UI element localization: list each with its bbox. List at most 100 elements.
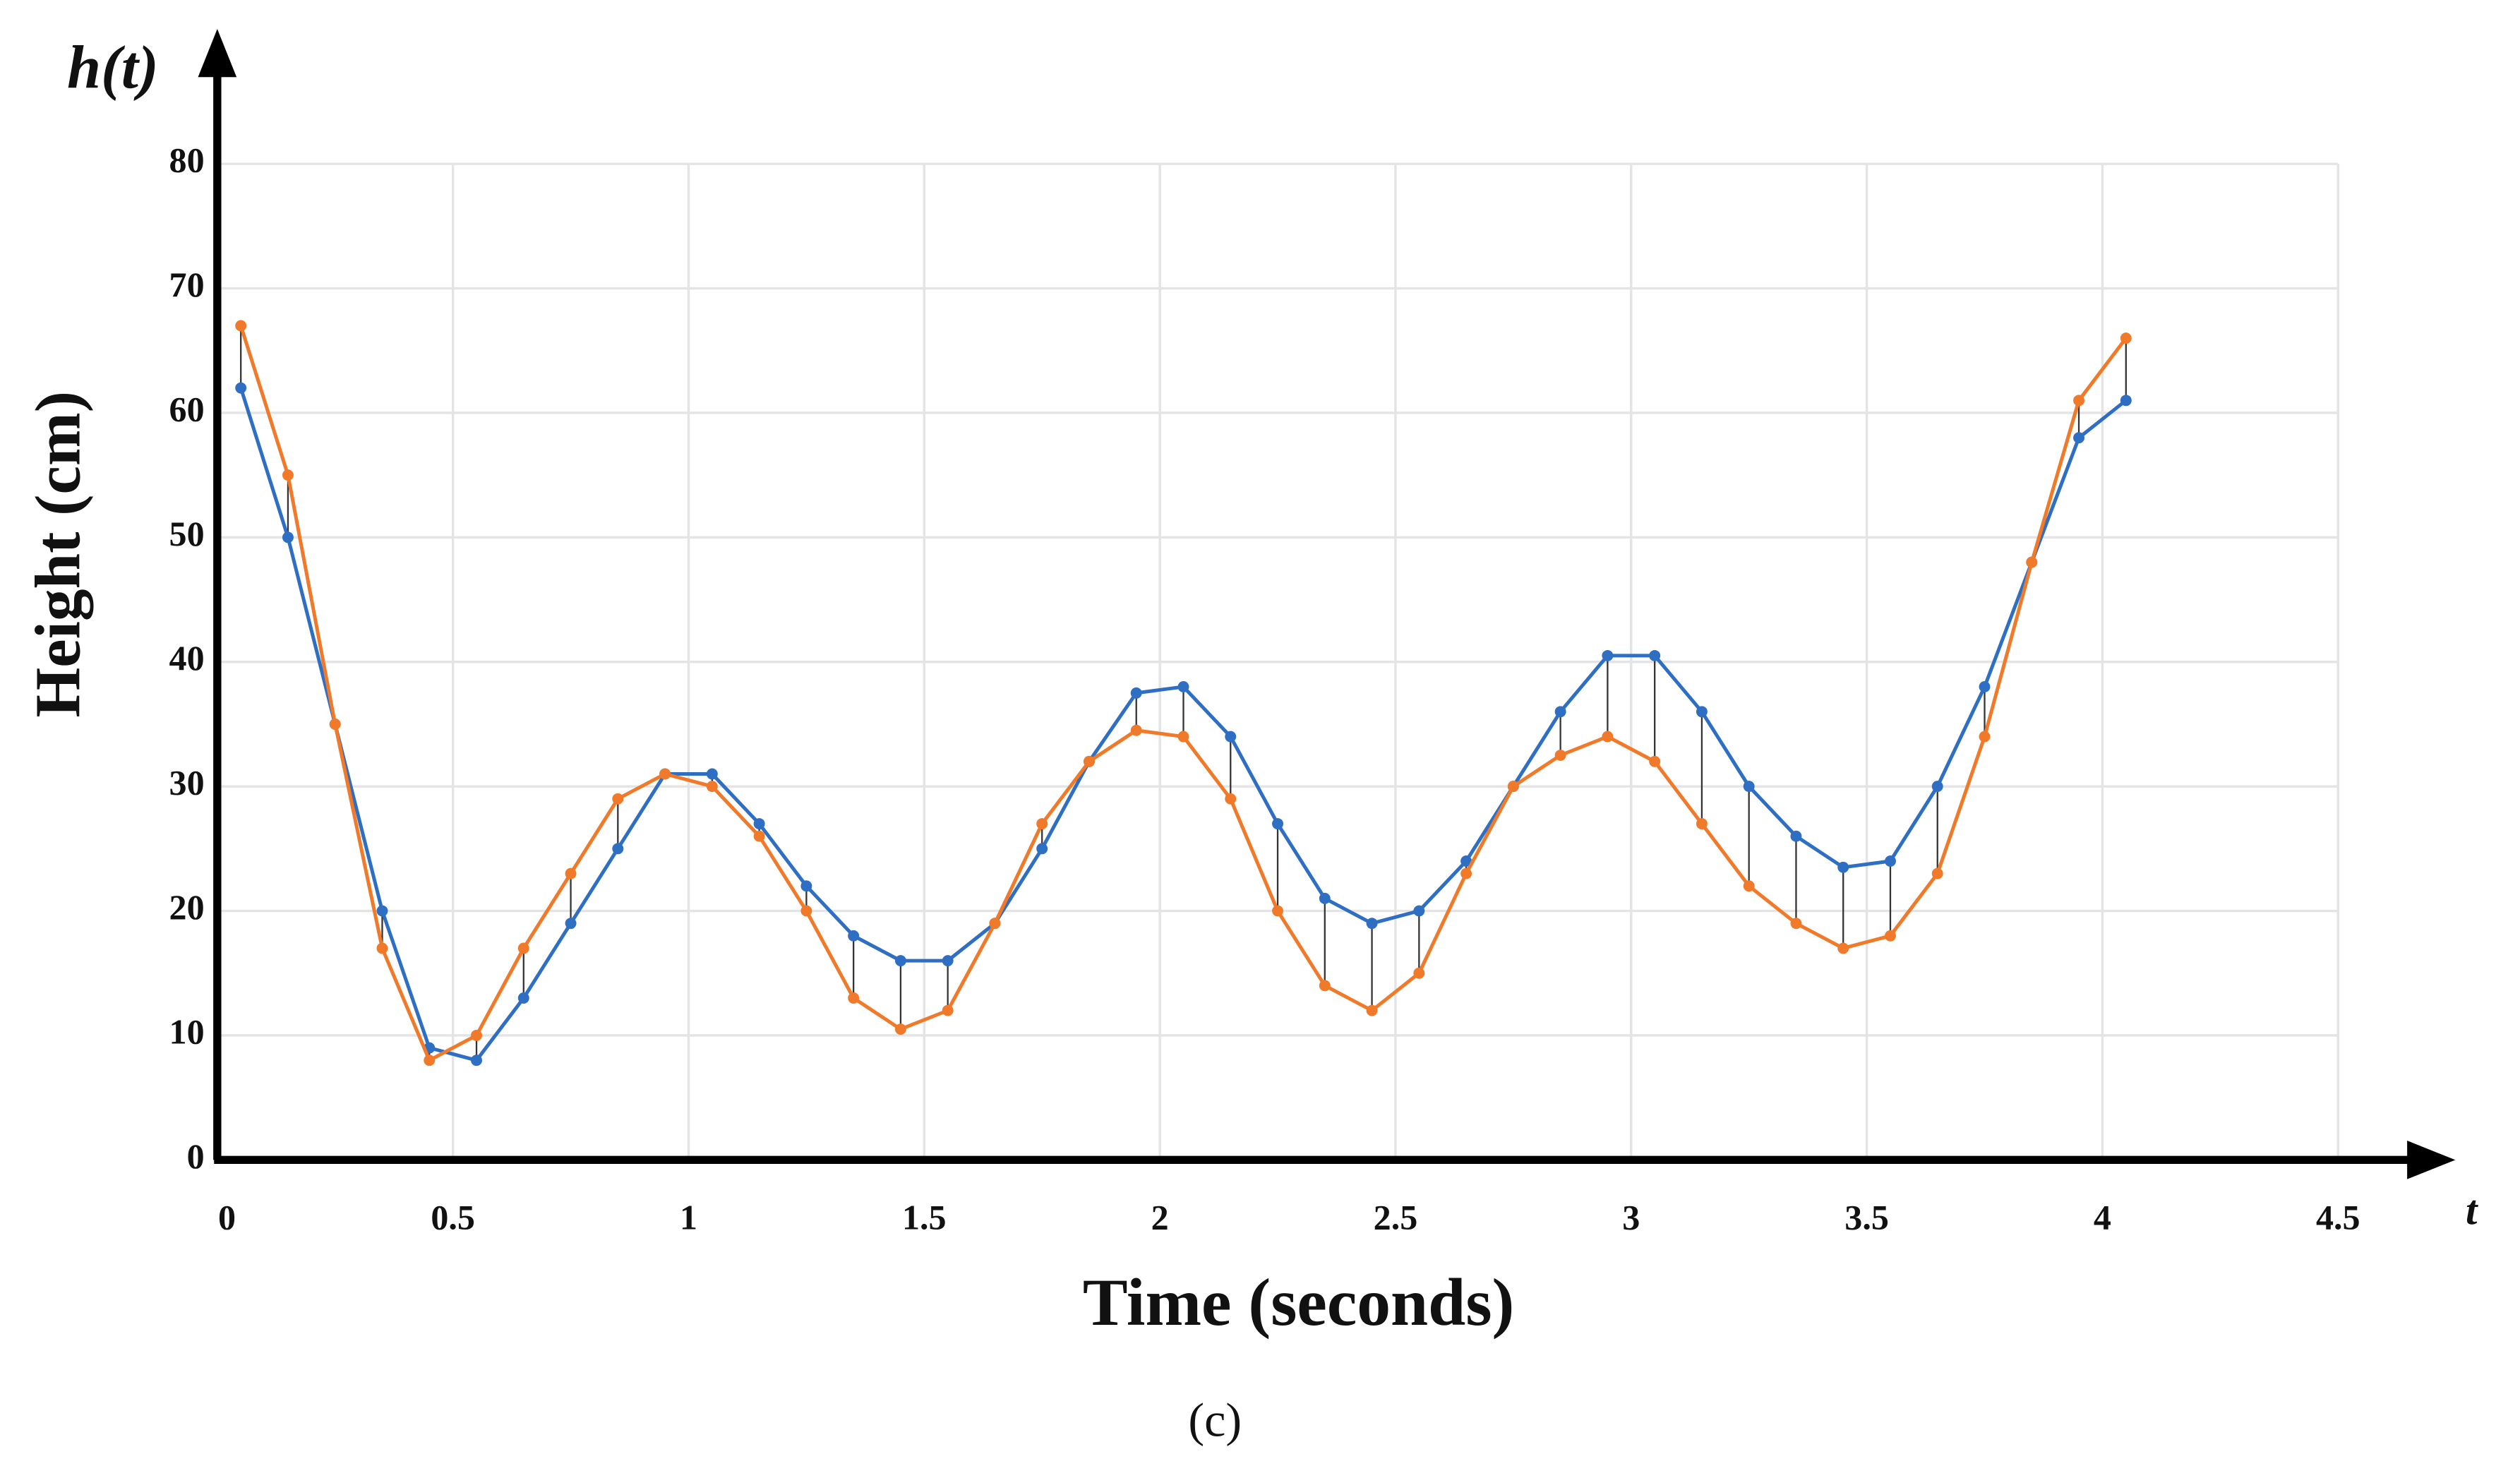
caption: (c) <box>1188 1393 1242 1447</box>
data-point <box>1366 1004 1378 1016</box>
data-point <box>1413 967 1425 979</box>
y-axis-arrow <box>198 28 237 78</box>
data-point <box>848 992 860 1004</box>
data-point <box>1602 731 1614 743</box>
data-point <box>1837 861 1849 873</box>
data-point <box>1272 818 1284 830</box>
data-point <box>1225 731 1237 743</box>
data-point <box>942 955 954 967</box>
data-point <box>800 880 812 892</box>
data-point <box>565 867 577 879</box>
data-point <box>1319 892 1331 904</box>
x-tick-label: 2.5 <box>1374 1197 1418 1237</box>
data-point <box>517 992 529 1004</box>
data-point <box>1979 731 1991 743</box>
data-point <box>1931 867 1943 879</box>
data-point <box>2120 395 2132 407</box>
data-point <box>1130 687 1142 699</box>
y-tick-label: 60 <box>169 389 205 428</box>
y-axis-symbol: h(t) <box>67 34 159 102</box>
data-point <box>1084 755 1095 767</box>
data-point <box>1979 681 1991 692</box>
data-point <box>1177 731 1189 743</box>
data-point <box>612 793 624 805</box>
y-tick-label: 50 <box>169 514 205 553</box>
x-axis-symbol: t <box>2466 1186 2478 1233</box>
data-point <box>1272 905 1284 917</box>
data-point <box>848 930 860 942</box>
data-point <box>1743 781 1755 793</box>
data-point <box>894 1023 906 1035</box>
y-tick-label: 70 <box>169 265 205 304</box>
x-axis-arrow <box>2407 1141 2456 1179</box>
y-tick-label: 40 <box>169 638 205 678</box>
data-point <box>517 942 529 954</box>
data-point <box>1036 843 1048 855</box>
grid <box>216 162 2339 1162</box>
x-tick-label: 2 <box>1151 1197 1169 1237</box>
data-point <box>329 718 341 730</box>
y-tick-label: 0 <box>187 1136 205 1176</box>
data-point <box>1554 706 1566 718</box>
data-point <box>1743 880 1755 892</box>
data-point <box>1554 750 1566 762</box>
data-point <box>894 955 906 967</box>
data-point <box>2073 395 2085 407</box>
data-point <box>282 531 294 543</box>
data-point <box>1790 918 1802 930</box>
data-point <box>800 905 812 917</box>
data-point <box>1696 706 1708 718</box>
data-point <box>659 768 671 780</box>
data-point <box>1460 855 1472 867</box>
data-point <box>2026 556 2038 568</box>
x-tick-label: 4.5 <box>2316 1197 2360 1237</box>
data-point <box>989 918 1001 930</box>
x-tick-label: 3 <box>1622 1197 1640 1237</box>
y-tick-label: 20 <box>169 887 205 927</box>
data-point <box>1366 918 1378 930</box>
data-point <box>1413 905 1425 917</box>
data-point <box>1177 681 1189 692</box>
data-point <box>1319 980 1331 992</box>
data-point <box>1885 930 1896 942</box>
data-point <box>753 830 765 842</box>
data-point <box>1649 649 1661 661</box>
data-point <box>376 942 388 954</box>
y-tick-label: 80 <box>169 140 205 180</box>
y-tick-label: 30 <box>169 763 205 803</box>
y-tick-label: 10 <box>169 1011 205 1051</box>
data-point <box>376 905 388 917</box>
data-point <box>706 768 718 780</box>
data-point <box>282 469 294 481</box>
x-axis-label: Time (seconds) <box>1083 1265 1515 1340</box>
data-point <box>565 918 577 930</box>
data-point <box>942 1004 954 1016</box>
x-tick-label: 1 <box>680 1197 697 1237</box>
data-point <box>612 843 624 855</box>
data-point <box>471 1029 482 1041</box>
data-point <box>1225 793 1237 805</box>
data-point <box>1602 649 1614 661</box>
data-point <box>2073 432 2085 444</box>
data-point <box>1130 724 1142 736</box>
series <box>235 320 2132 1067</box>
x-tick-label: 0.5 <box>431 1197 475 1237</box>
x-tick-label: 4 <box>2094 1197 2111 1237</box>
data-point <box>1790 830 1802 842</box>
y-axis-label: Height (cm) <box>22 391 93 718</box>
data-point <box>1885 855 1896 867</box>
data-point <box>471 1055 482 1067</box>
x-tick-label: 0 <box>218 1197 236 1237</box>
data-point <box>1931 781 1943 793</box>
x-tick-label: 1.5 <box>902 1197 947 1237</box>
data-point <box>1036 818 1048 830</box>
data-point <box>424 1055 436 1067</box>
data-point <box>753 818 765 830</box>
x-tick-label: 3.5 <box>1844 1197 1889 1237</box>
data-point <box>1696 818 1708 830</box>
data-point <box>706 781 718 793</box>
data-point <box>1837 942 1849 954</box>
data-point <box>1649 755 1661 767</box>
data-point <box>235 382 247 394</box>
